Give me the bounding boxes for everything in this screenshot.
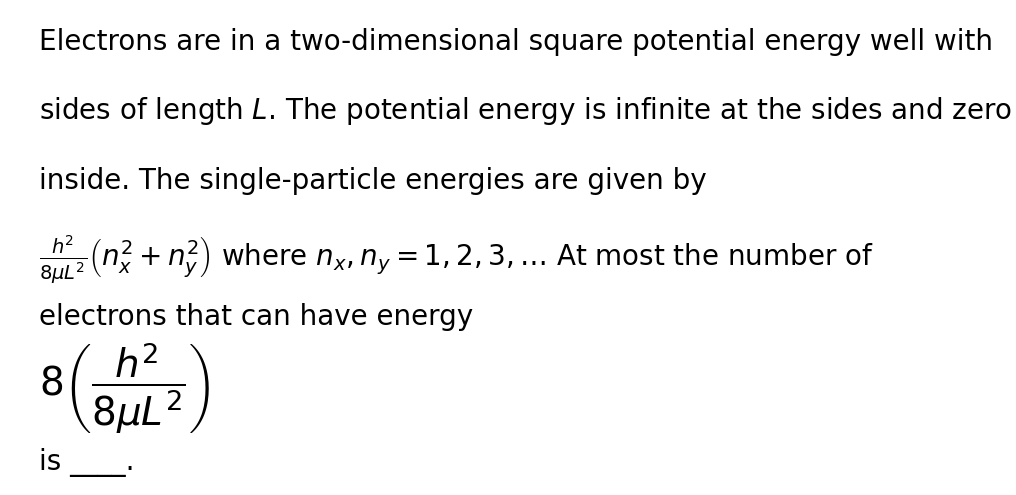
Text: $\frac{h^2}{8\mu L^2}\left(n_x^2 + n_y^2\right)$ where $n_x, n_y = 1, 2, 3, \ldo: $\frac{h^2}{8\mu L^2}\left(n_x^2 + n_y^2… xyxy=(39,234,874,286)
Text: sides of length $\mathit{L}$. The potential energy is infinite at the sides and : sides of length $\mathit{L}$. The potent… xyxy=(39,96,1012,127)
Text: $8\left(\dfrac{h^2}{8\mu L^2}\right)$: $8\left(\dfrac{h^2}{8\mu L^2}\right)$ xyxy=(39,341,210,437)
Text: Electrons are in a two-dimensional square potential energy well with: Electrons are in a two-dimensional squar… xyxy=(39,28,993,56)
Text: inside. The single-particle energies are given by: inside. The single-particle energies are… xyxy=(39,167,706,195)
Text: electrons that can have energy: electrons that can have energy xyxy=(39,303,472,331)
Text: is ____.: is ____. xyxy=(39,448,134,477)
